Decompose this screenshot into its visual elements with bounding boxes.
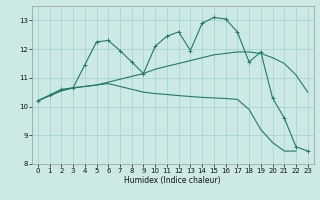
X-axis label: Humidex (Indice chaleur): Humidex (Indice chaleur): [124, 176, 221, 185]
